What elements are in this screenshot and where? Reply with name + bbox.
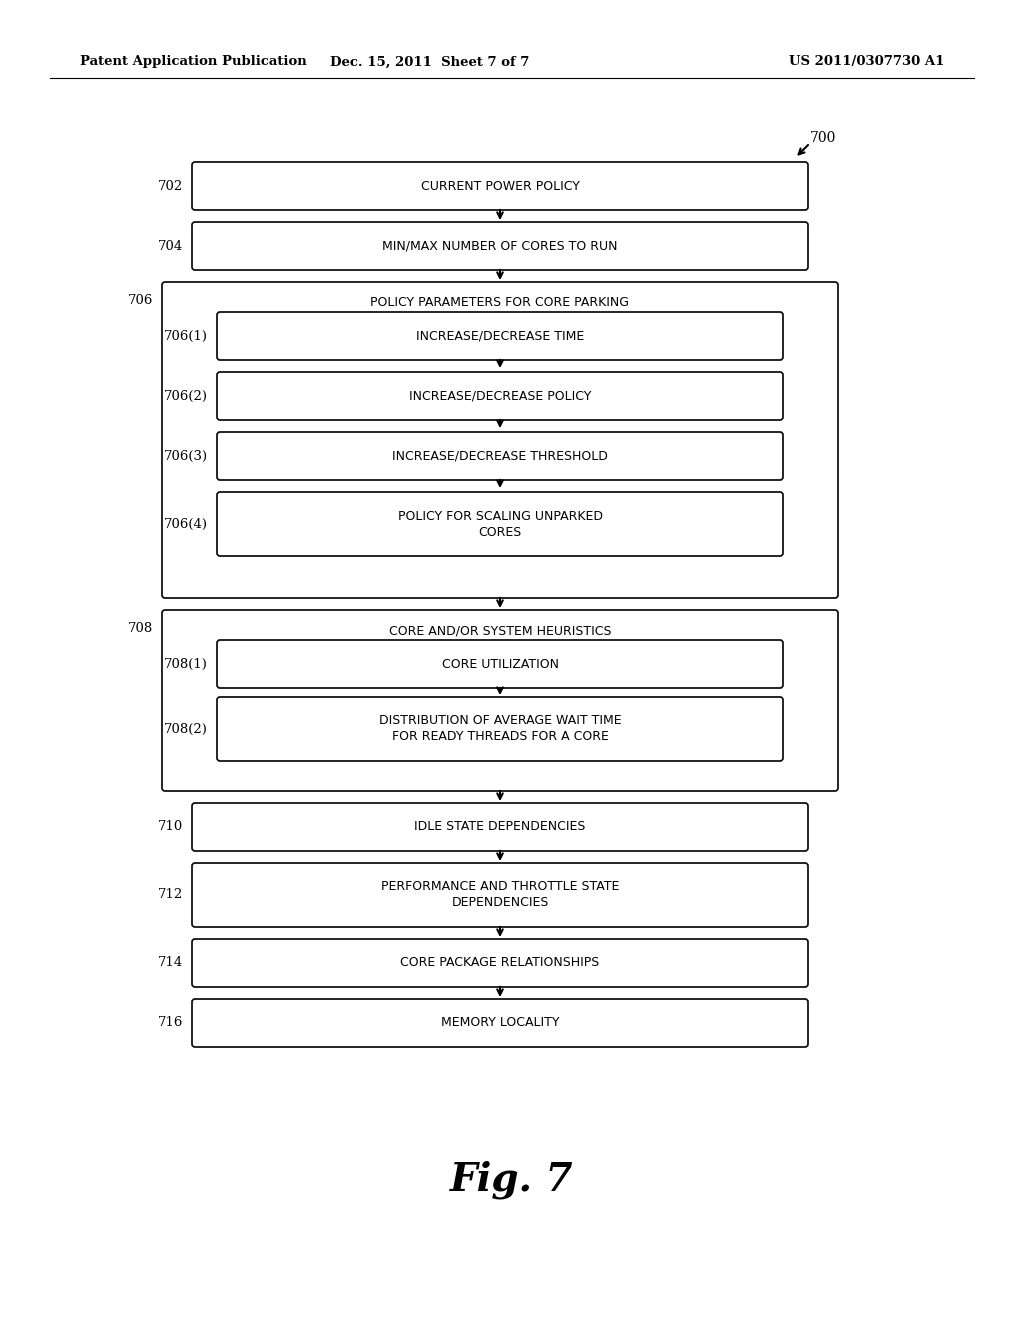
Text: 702: 702 bbox=[158, 180, 183, 193]
Text: DISTRIBUTION OF AVERAGE WAIT TIME
FOR READY THREADS FOR A CORE: DISTRIBUTION OF AVERAGE WAIT TIME FOR RE… bbox=[379, 714, 622, 743]
FancyBboxPatch shape bbox=[217, 697, 783, 762]
FancyBboxPatch shape bbox=[217, 432, 783, 480]
Text: INCREASE/DECREASE TIME: INCREASE/DECREASE TIME bbox=[416, 330, 584, 342]
Text: MIN/MAX NUMBER OF CORES TO RUN: MIN/MAX NUMBER OF CORES TO RUN bbox=[382, 239, 617, 252]
Text: MEMORY LOCALITY: MEMORY LOCALITY bbox=[440, 1016, 559, 1030]
Text: PERFORMANCE AND THROTTLE STATE
DEPENDENCIES: PERFORMANCE AND THROTTLE STATE DEPENDENC… bbox=[381, 880, 620, 909]
FancyBboxPatch shape bbox=[193, 803, 808, 851]
Text: CORE PACKAGE RELATIONSHIPS: CORE PACKAGE RELATIONSHIPS bbox=[400, 957, 600, 969]
Text: 706(4): 706(4) bbox=[164, 517, 208, 531]
Text: IDLE STATE DEPENDENCIES: IDLE STATE DEPENDENCIES bbox=[415, 821, 586, 833]
Text: 710: 710 bbox=[158, 821, 183, 833]
FancyBboxPatch shape bbox=[162, 610, 838, 791]
Text: 706(3): 706(3) bbox=[164, 450, 208, 462]
Text: INCREASE/DECREASE POLICY: INCREASE/DECREASE POLICY bbox=[409, 389, 591, 403]
Text: 708: 708 bbox=[128, 622, 153, 635]
Text: 716: 716 bbox=[158, 1016, 183, 1030]
Text: POLICY FOR SCALING UNPARKED
CORES: POLICY FOR SCALING UNPARKED CORES bbox=[397, 510, 602, 539]
FancyBboxPatch shape bbox=[193, 222, 808, 271]
Text: CORE UTILIZATION: CORE UTILIZATION bbox=[441, 657, 558, 671]
FancyBboxPatch shape bbox=[217, 492, 783, 556]
Text: Fig. 7: Fig. 7 bbox=[451, 1160, 573, 1200]
Text: Patent Application Publication: Patent Application Publication bbox=[80, 55, 307, 69]
Text: US 2011/0307730 A1: US 2011/0307730 A1 bbox=[788, 55, 944, 69]
Text: INCREASE/DECREASE THRESHOLD: INCREASE/DECREASE THRESHOLD bbox=[392, 450, 608, 462]
Text: 704: 704 bbox=[158, 239, 183, 252]
Text: 714: 714 bbox=[158, 957, 183, 969]
Text: 706: 706 bbox=[128, 293, 153, 306]
Text: 712: 712 bbox=[158, 888, 183, 902]
FancyBboxPatch shape bbox=[162, 282, 838, 598]
FancyBboxPatch shape bbox=[193, 999, 808, 1047]
FancyBboxPatch shape bbox=[217, 372, 783, 420]
Text: 700: 700 bbox=[810, 131, 837, 145]
FancyBboxPatch shape bbox=[217, 312, 783, 360]
Text: 706(1): 706(1) bbox=[164, 330, 208, 342]
FancyBboxPatch shape bbox=[193, 162, 808, 210]
Text: 708(1): 708(1) bbox=[164, 657, 208, 671]
Text: Dec. 15, 2011  Sheet 7 of 7: Dec. 15, 2011 Sheet 7 of 7 bbox=[331, 55, 529, 69]
FancyBboxPatch shape bbox=[193, 939, 808, 987]
Text: POLICY PARAMETERS FOR CORE PARKING: POLICY PARAMETERS FOR CORE PARKING bbox=[371, 297, 630, 309]
Text: 708(2): 708(2) bbox=[164, 722, 208, 735]
FancyBboxPatch shape bbox=[193, 863, 808, 927]
Text: CURRENT POWER POLICY: CURRENT POWER POLICY bbox=[421, 180, 580, 193]
Text: 706(2): 706(2) bbox=[164, 389, 208, 403]
Text: CORE AND/OR SYSTEM HEURISTICS: CORE AND/OR SYSTEM HEURISTICS bbox=[389, 624, 611, 638]
FancyBboxPatch shape bbox=[217, 640, 783, 688]
